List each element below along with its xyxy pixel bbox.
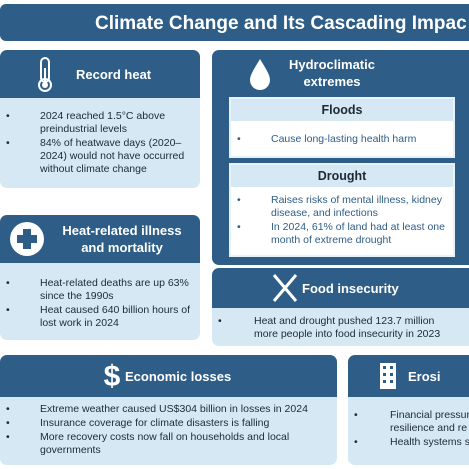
card-header: Food insecurity: [212, 268, 469, 308]
card-heading: Hydroclimatic extremes: [289, 57, 375, 89]
bullet: Raises risks of mental illness, kidney d…: [231, 194, 453, 220]
card-header: Hydroclimatic extremes: [212, 50, 469, 96]
medical-icon: [10, 222, 44, 256]
card-body: Heat-related deaths are up 63% since the…: [0, 263, 200, 340]
card-header: Heat-related illness and mortality: [0, 215, 200, 263]
sub-card: Floods Cause long-lasting health harm: [229, 97, 455, 158]
bullet: Heat-related deaths are up 63% since the…: [0, 277, 200, 303]
card: Hydroclimatic extremes Floods Cause long…: [212, 50, 469, 265]
card-body: 2024 reached 1.5°C above preindustrial l…: [0, 98, 200, 188]
bullet: Insurance coverage for climate disasters…: [0, 417, 337, 430]
bullet-line: Health systems s: [390, 436, 469, 448]
card-body: Extreme weather caused US$304 billion in…: [0, 397, 337, 465]
sub-heading: Drought: [231, 165, 453, 187]
svg-text:$: $: [104, 360, 121, 393]
card-heading: Erosi: [408, 368, 441, 384]
card-heading: Economic losses: [125, 368, 232, 384]
card-heading: Food insecurity: [302, 280, 399, 296]
sub-heading: Floods: [231, 99, 453, 121]
card-heading: Record heat: [76, 66, 152, 82]
dollar-icon: $: [104, 360, 121, 393]
card-header: $ Economic losses: [0, 355, 337, 397]
title: Climate Change and Its Cascading Impac: [95, 13, 467, 34]
bullet: 84% of heatwave days (2020–2024) would n…: [0, 137, 200, 176]
bullet: Heat and drought pushed 123.7 million mo…: [212, 315, 444, 341]
bullet: Cause long-lasting health harm: [231, 133, 453, 146]
card-heading: Heat-related illness and mortality: [62, 223, 182, 255]
bullet: Heat caused 640 billion hours of lost wo…: [0, 304, 200, 330]
title-bar: Climate Change and Its Cascading Impac: [0, 4, 469, 41]
sub-card: Drought Raises risks of mental illness, …: [229, 163, 455, 257]
thermometer-icon: [38, 57, 52, 92]
bullet: Health systems s: [348, 436, 469, 449]
bullet: 2024 reached 1.5°C above preindustrial l…: [0, 110, 200, 136]
building-icon: [380, 363, 396, 389]
card-header: Erosi: [348, 355, 469, 397]
card-header: Record heat: [0, 50, 200, 98]
drop-icon: [250, 59, 270, 90]
bullet-line: resilience and re: [390, 422, 468, 434]
bullet: Extreme weather caused US$304 billion in…: [0, 403, 337, 416]
card-body: Heat and drought pushed 123.7 million mo…: [212, 308, 469, 346]
bullet: More recovery costs now fall on househol…: [0, 431, 310, 457]
utensils-icon: [272, 274, 298, 302]
bullet: In 2024, 61% of land had at least one mo…: [231, 221, 453, 247]
bullet-line: Financial pressur: [390, 409, 469, 421]
